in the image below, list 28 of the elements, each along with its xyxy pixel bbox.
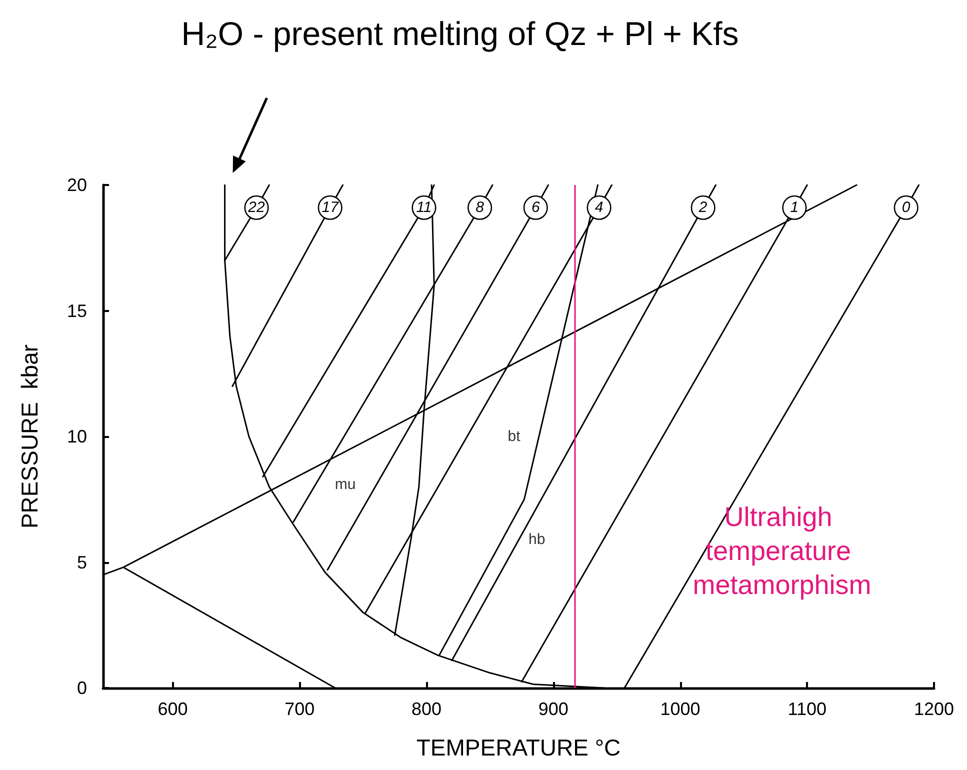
x-tick-label: 600 bbox=[158, 699, 188, 719]
series-label: 6 bbox=[531, 199, 540, 216]
series-label: 0 bbox=[902, 199, 911, 216]
annotation: hb bbox=[528, 531, 546, 548]
series-label: 2 bbox=[698, 199, 708, 216]
y-tick-label: 0 bbox=[76, 678, 87, 698]
series-label: 22 bbox=[247, 199, 266, 216]
annotation: Ultrahigh temperature metamorphism bbox=[692, 502, 872, 600]
series-label: 17 bbox=[322, 199, 340, 216]
series-label: 11 bbox=[416, 199, 432, 216]
chart-title: H₂O - present melting of Qz + Pl + Kfs bbox=[181, 15, 739, 52]
annotation: mu bbox=[334, 476, 356, 493]
y-tick-label: 20 bbox=[66, 175, 87, 195]
annotation: bt bbox=[508, 428, 522, 445]
x-tick-label: 800 bbox=[411, 699, 442, 719]
x-tick-label: 1000 bbox=[660, 699, 700, 719]
series-label: 4 bbox=[594, 199, 604, 216]
x-tick-label: 1200 bbox=[914, 699, 954, 719]
x-axis-title: TEMPERATURE °C bbox=[416, 734, 621, 760]
y-axis-title: PRESSURE kbar bbox=[16, 344, 42, 529]
x-tick-label: 700 bbox=[284, 699, 315, 719]
x-tick-label: 900 bbox=[538, 699, 568, 719]
y-tick-label: 10 bbox=[66, 426, 87, 446]
y-tick-label: 5 bbox=[76, 552, 87, 572]
series-label: 1 bbox=[790, 199, 799, 216]
y-tick-label: 15 bbox=[66, 300, 87, 321]
series-label: 8 bbox=[476, 199, 485, 216]
x-tick-label: 1100 bbox=[788, 699, 826, 719]
